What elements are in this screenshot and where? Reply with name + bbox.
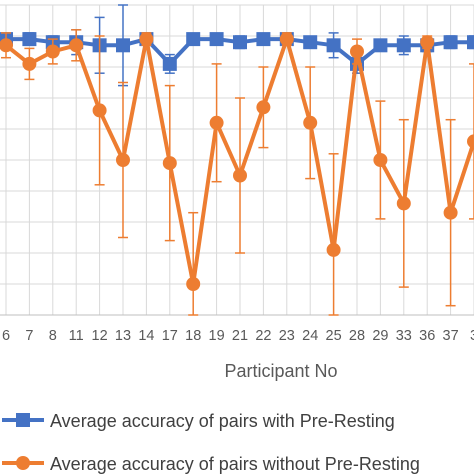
x-tick-label: 28 xyxy=(349,328,365,344)
x-tick-label: 36 xyxy=(419,328,435,344)
data-point[interactable] xyxy=(373,38,388,53)
x-tick-labels: 678 11 12 13 14 17 18 19 21 22 23 24 25 28 29 33 36 37 3 xyxy=(2,328,474,344)
data-point[interactable] xyxy=(22,56,37,71)
data-point[interactable] xyxy=(373,153,388,167)
data-point[interactable] xyxy=(303,35,318,50)
data-point[interactable] xyxy=(326,242,341,257)
data-point[interactable] xyxy=(139,32,154,47)
series-without-pre-resting xyxy=(0,29,474,316)
x-tick-label: 8 xyxy=(49,328,57,344)
legend-label: Average accuracy of pairs with Pre-Resti… xyxy=(50,411,395,431)
data-point[interactable] xyxy=(467,35,474,50)
data-point[interactable] xyxy=(162,56,177,71)
x-tick-label: 23 xyxy=(279,328,295,344)
legend-item-without-pre-resting[interactable]: Average accuracy of pairs without Pre-Re… xyxy=(2,454,420,474)
x-axis-title: Participant No xyxy=(224,361,337,381)
x-tick-label: 13 xyxy=(115,328,131,344)
x-tick-label: 18 xyxy=(185,328,201,344)
data-point[interactable] xyxy=(233,168,247,183)
data-point[interactable] xyxy=(186,277,201,291)
x-tick-label: 37 xyxy=(443,328,459,344)
data-point[interactable] xyxy=(279,32,294,47)
data-point[interactable] xyxy=(209,32,224,47)
data-point[interactable] xyxy=(443,35,458,50)
data-point[interactable] xyxy=(45,44,60,59)
data-point[interactable] xyxy=(350,44,364,59)
x-tick-label: 22 xyxy=(255,328,271,344)
x-tick-label: 33 xyxy=(396,328,412,344)
data-point[interactable] xyxy=(467,134,474,149)
data-point[interactable] xyxy=(420,35,435,50)
x-tick-label: 14 xyxy=(138,328,154,344)
data-point[interactable] xyxy=(186,32,201,47)
x-tick-label: 3 xyxy=(470,328,474,344)
data-point[interactable] xyxy=(256,100,271,115)
legend-marker-circle xyxy=(16,456,30,470)
data-point[interactable] xyxy=(0,38,13,53)
x-tick-label: 19 xyxy=(209,328,225,344)
data-point[interactable] xyxy=(443,205,458,220)
x-tick-label: 21 xyxy=(232,328,248,344)
x-tick-label: 29 xyxy=(372,328,388,344)
data-point[interactable] xyxy=(209,115,224,130)
legend-marker-square xyxy=(16,413,30,427)
x-tick-label: 6 xyxy=(2,328,10,344)
data-point[interactable] xyxy=(326,38,341,53)
x-tick-label: 11 xyxy=(69,328,84,344)
x-tick-label: 25 xyxy=(326,328,342,344)
x-tick-label: 7 xyxy=(25,328,33,344)
x-tick-label: 24 xyxy=(302,328,318,344)
data-point[interactable] xyxy=(233,35,247,50)
x-tick-label: 17 xyxy=(162,328,178,344)
data-point[interactable] xyxy=(162,156,177,171)
x-tick-label: 12 xyxy=(92,328,108,344)
legend-label: Average accuracy of pairs without Pre-Re… xyxy=(50,454,420,474)
data-point[interactable] xyxy=(116,153,130,167)
legend: Average accuracy of pairs with Pre-Resti… xyxy=(2,411,420,474)
legend-item-with-pre-resting[interactable]: Average accuracy of pairs with Pre-Resti… xyxy=(2,411,395,431)
data-point[interactable] xyxy=(92,103,107,118)
data-point[interactable] xyxy=(69,38,84,53)
data-point[interactable] xyxy=(396,38,411,53)
data-point[interactable] xyxy=(303,115,318,130)
data-point[interactable] xyxy=(256,32,271,47)
data-point[interactable] xyxy=(116,38,130,53)
data-point[interactable] xyxy=(396,196,411,211)
data-point[interactable] xyxy=(22,32,37,47)
